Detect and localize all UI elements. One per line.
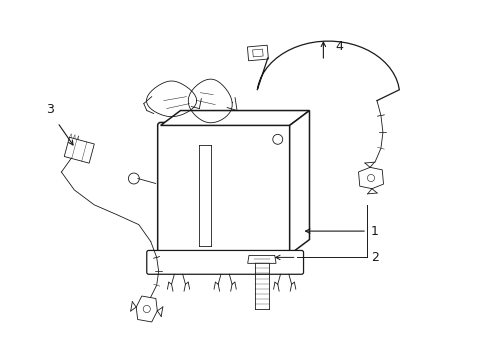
Text: 2: 2 — [370, 251, 378, 264]
Text: 4: 4 — [335, 40, 343, 53]
Text: 1: 1 — [370, 225, 378, 238]
Polygon shape — [161, 111, 309, 125]
FancyBboxPatch shape — [157, 122, 292, 257]
FancyBboxPatch shape — [146, 251, 303, 274]
Polygon shape — [289, 111, 309, 255]
Text: 3: 3 — [45, 103, 53, 116]
